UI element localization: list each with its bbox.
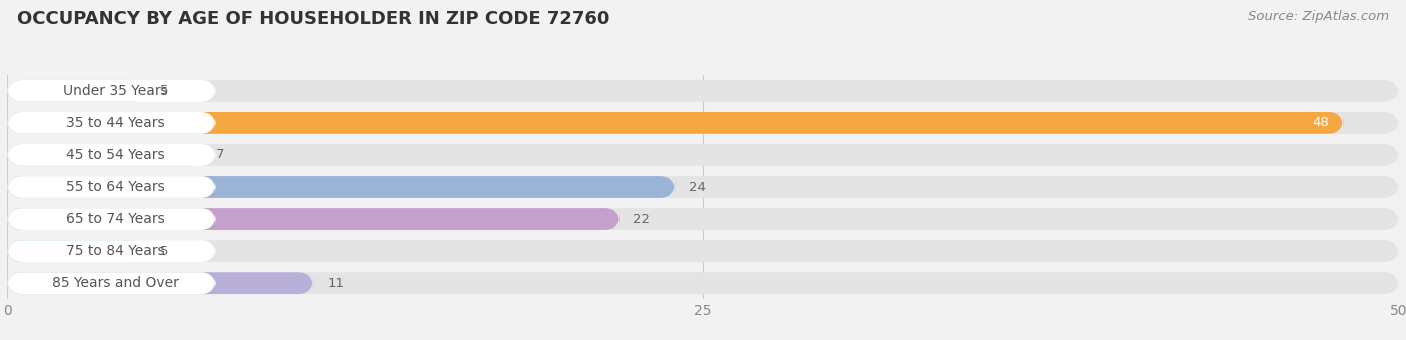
FancyBboxPatch shape xyxy=(7,208,217,230)
FancyBboxPatch shape xyxy=(7,176,1399,198)
FancyBboxPatch shape xyxy=(7,144,1399,166)
Text: 5: 5 xyxy=(160,244,169,258)
FancyBboxPatch shape xyxy=(7,144,217,166)
FancyBboxPatch shape xyxy=(7,80,146,102)
Text: 7: 7 xyxy=(217,149,225,162)
FancyBboxPatch shape xyxy=(7,272,1399,294)
FancyBboxPatch shape xyxy=(7,176,217,198)
FancyBboxPatch shape xyxy=(7,272,217,294)
FancyBboxPatch shape xyxy=(7,112,1343,134)
FancyBboxPatch shape xyxy=(7,112,217,134)
Text: OCCUPANCY BY AGE OF HOUSEHOLDER IN ZIP CODE 72760: OCCUPANCY BY AGE OF HOUSEHOLDER IN ZIP C… xyxy=(17,10,609,28)
FancyBboxPatch shape xyxy=(7,176,675,198)
Text: 55 to 64 Years: 55 to 64 Years xyxy=(66,180,165,194)
Text: 48: 48 xyxy=(1313,116,1330,130)
FancyBboxPatch shape xyxy=(7,144,202,166)
Text: 75 to 84 Years: 75 to 84 Years xyxy=(66,244,165,258)
FancyBboxPatch shape xyxy=(7,80,1399,102)
FancyBboxPatch shape xyxy=(7,112,1399,134)
FancyBboxPatch shape xyxy=(7,80,217,102)
FancyBboxPatch shape xyxy=(7,240,146,262)
Text: 65 to 74 Years: 65 to 74 Years xyxy=(66,212,165,226)
Text: Under 35 Years: Under 35 Years xyxy=(63,84,167,98)
Text: 22: 22 xyxy=(633,212,651,225)
Text: 45 to 54 Years: 45 to 54 Years xyxy=(66,148,165,162)
FancyBboxPatch shape xyxy=(7,240,1399,262)
FancyBboxPatch shape xyxy=(7,208,1399,230)
Text: Source: ZipAtlas.com: Source: ZipAtlas.com xyxy=(1249,10,1389,23)
Text: 11: 11 xyxy=(328,277,344,290)
FancyBboxPatch shape xyxy=(7,240,217,262)
Text: 24: 24 xyxy=(689,181,706,193)
Text: 5: 5 xyxy=(160,84,169,97)
FancyBboxPatch shape xyxy=(7,272,314,294)
Text: 35 to 44 Years: 35 to 44 Years xyxy=(66,116,165,130)
Text: 85 Years and Over: 85 Years and Over xyxy=(52,276,179,290)
FancyBboxPatch shape xyxy=(7,208,620,230)
